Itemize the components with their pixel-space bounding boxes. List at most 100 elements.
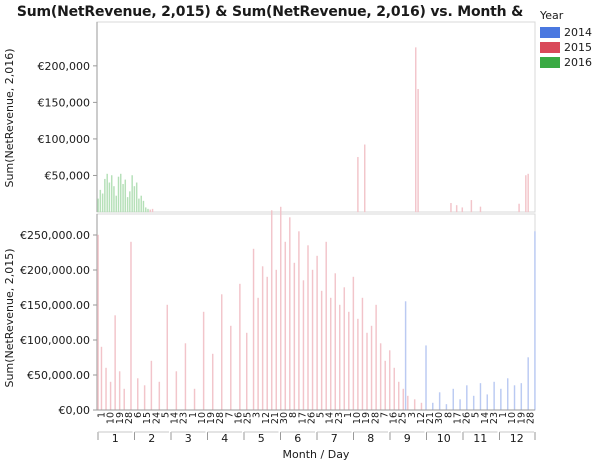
x-day-tick-label: 26 (306, 412, 317, 424)
bar-2016 (124, 179, 127, 213)
bar-2014 (438, 392, 441, 411)
bar-2015 (348, 311, 350, 411)
legend: Year 2014 2015 2016 (540, 9, 592, 70)
x-day-tick-label: 23 (179, 412, 190, 424)
bar-2015 (407, 395, 409, 411)
plot-frame (96, 21, 536, 213)
x-day-tick-label: 12 (261, 412, 272, 424)
panel-2016: €50,000 €100,000 €150,000 €200,000 (38, 21, 536, 213)
bar-2014 (534, 231, 536, 411)
legend-label-2015: 2015 (564, 41, 592, 54)
bar-2015 (158, 381, 161, 411)
bar-2015 (420, 402, 423, 411)
legend-swatch-2016 (540, 57, 560, 68)
x-month-label: 5 (258, 432, 265, 445)
bar-2015 (275, 269, 277, 411)
bar-2016 (113, 186, 115, 213)
bar-2014 (520, 383, 523, 411)
x-day-tick-label: 14 (480, 412, 491, 424)
bar-2015 (109, 381, 112, 411)
x-day-tick-label: 14 (170, 412, 181, 424)
bar-2016 (106, 173, 108, 213)
bar-2016 (131, 175, 133, 213)
y-axis-title-2016: Sum(NetRevenue, 2,016) (3, 49, 16, 188)
bar-2015 (415, 47, 417, 213)
x-day-tick-label: 8 (288, 412, 299, 418)
bar-2015 (100, 346, 103, 411)
x-month-label: 11 (473, 432, 487, 445)
bar-2016 (120, 173, 122, 213)
x-month-label: 7 (331, 432, 338, 445)
y-axis-title-2015: Sum(NetRevenue, 2,015) (3, 249, 16, 388)
x-day-tick-label: 28 (124, 412, 135, 424)
x-day-tick-label: 1 (97, 412, 108, 418)
x-day-tick-label: 28 (370, 412, 381, 424)
bar-2015 (366, 332, 368, 411)
x-day-tick-label: 30 (434, 412, 445, 424)
bar-2016 (122, 184, 124, 213)
bar-2016 (138, 198, 140, 213)
legend-label-2014: 2014 (564, 26, 592, 39)
x-day-tick-label: 21 (425, 412, 436, 424)
x-axis: 1101928615245142311019287162531221308172… (97, 409, 536, 445)
bar-2014 (452, 388, 454, 411)
bar-2014 (486, 394, 488, 411)
x-day-tick-label: 5 (160, 412, 171, 418)
bar-2016 (140, 195, 142, 213)
y-tick-label: €200,000.00 (20, 264, 90, 277)
x-day-tick-label: 1 (343, 412, 354, 418)
bar-2015 (461, 207, 464, 213)
bar-2015 (379, 343, 382, 411)
y-tick-label: €150,000 (38, 96, 91, 109)
bar-2015 (388, 350, 391, 411)
x-day-tick-label: 10 (352, 412, 363, 424)
x-day-tick-label: 1 (498, 412, 509, 418)
bar-2016 (110, 175, 113, 213)
bar-2015 (325, 241, 327, 411)
bar-2015 (230, 325, 232, 411)
y-tick-label: €200,000 (38, 60, 91, 73)
x-month-label: 8 (367, 432, 374, 445)
bar-2014 (445, 404, 448, 411)
x-day-tick-label: 25 (243, 412, 254, 424)
bar-2015 (239, 283, 241, 411)
bar-2015 (375, 304, 377, 411)
legend-swatch-2015 (540, 42, 560, 53)
x-month-label: 1 (112, 432, 119, 445)
panel-2015: €0,00 €50,000.00 €100,000.00 €150,000.00 €20… (20, 206, 536, 417)
bar-2015 (149, 209, 151, 213)
x-month-label: 6 (294, 432, 301, 445)
y-tick-label: €0,00 (59, 404, 91, 417)
bar-2015 (246, 332, 248, 411)
bar-2015 (184, 343, 187, 411)
x-day-tick-label: 3 (252, 412, 263, 418)
x-day-tick-label: 16 (389, 412, 400, 424)
bar-2015 (316, 255, 318, 411)
bar-2015 (455, 205, 458, 213)
y-tick-label: €100,000 (38, 133, 91, 146)
x-month-label: 10 (437, 432, 451, 445)
bar-2015 (257, 297, 259, 411)
bar-2015 (450, 203, 452, 213)
bar-2016 (147, 208, 149, 213)
x-month-label: 12 (510, 432, 524, 445)
x-day-tick-label: 15 (142, 412, 153, 424)
bar-2014 (513, 385, 516, 411)
bar-2015 (393, 367, 395, 411)
bar-2015 (137, 378, 139, 411)
legend-item-2015[interactable]: 2015 (540, 40, 592, 55)
x-day-tick-label: 23 (489, 412, 500, 424)
bar-2016 (97, 198, 99, 213)
legend-item-2016[interactable]: 2016 (540, 55, 592, 70)
y-tick-label: €50,000.00 (27, 369, 90, 382)
x-day-tick-label: 14 (325, 412, 336, 424)
legend-item-2014[interactable]: 2014 (540, 25, 592, 40)
bar-2016 (145, 207, 147, 213)
bar-2015 (221, 294, 223, 411)
y-tick-label: €150,000.00 (20, 299, 90, 312)
bar-2016 (108, 182, 111, 213)
x-day-tick-label: 30 (279, 412, 290, 424)
bar-2015 (202, 311, 205, 411)
bar-2015 (320, 290, 323, 411)
